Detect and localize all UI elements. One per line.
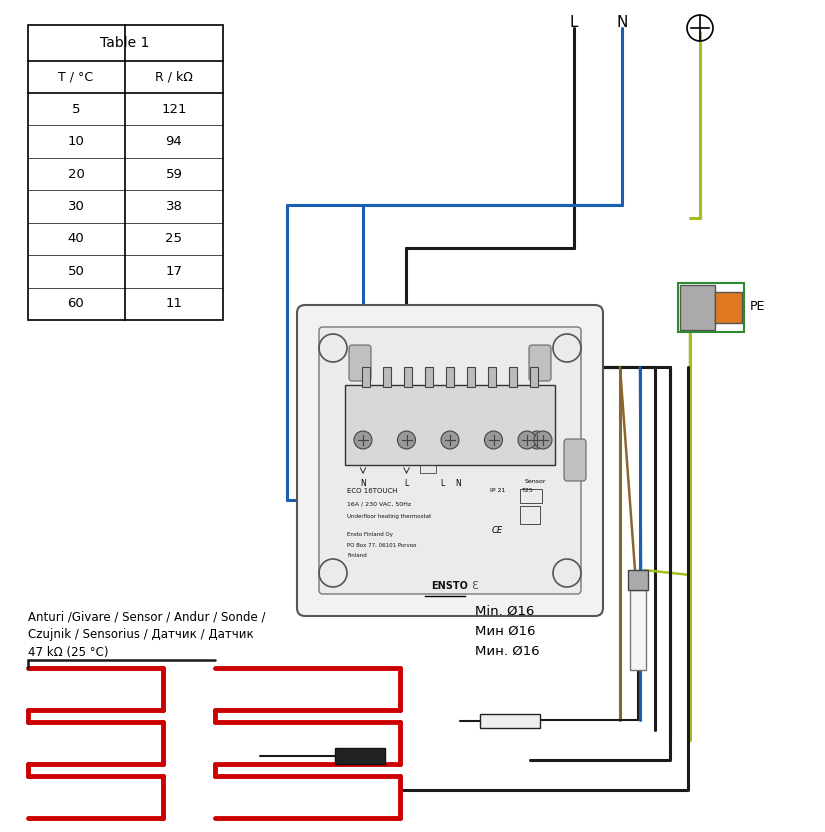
- Circle shape: [484, 431, 502, 449]
- Circle shape: [398, 431, 416, 449]
- Bar: [335, 748, 385, 764]
- Text: 5: 5: [72, 102, 80, 116]
- Bar: [488, 367, 496, 387]
- Bar: [345, 385, 555, 465]
- Text: 11: 11: [166, 297, 182, 310]
- Bar: [530, 367, 538, 387]
- Text: L: L: [570, 15, 578, 30]
- Text: Мин. Ø16: Мин. Ø16: [475, 645, 540, 658]
- Text: N: N: [616, 15, 628, 30]
- Text: Finland: Finland: [347, 553, 367, 558]
- Text: 121: 121: [161, 102, 186, 116]
- Circle shape: [518, 431, 536, 449]
- Circle shape: [441, 431, 459, 449]
- Bar: [520, 506, 540, 524]
- Text: 38: 38: [166, 200, 182, 213]
- Text: PO Box 77, 06101 Porvoo: PO Box 77, 06101 Porvoo: [347, 543, 417, 548]
- Bar: [404, 367, 412, 387]
- Text: ENSTO: ENSTO: [431, 581, 469, 591]
- Text: 59: 59: [166, 167, 182, 181]
- FancyBboxPatch shape: [349, 345, 371, 381]
- Bar: [420, 465, 436, 473]
- Text: 17: 17: [166, 265, 182, 278]
- Bar: [520, 489, 542, 503]
- Text: 60: 60: [68, 297, 84, 310]
- Text: Min. Ø16: Min. Ø16: [475, 605, 535, 618]
- Bar: [509, 367, 517, 387]
- Text: T / °C: T / °C: [59, 71, 93, 83]
- Text: R / kΩ: R / kΩ: [155, 71, 193, 83]
- Text: Mин Ø16: Mин Ø16: [475, 625, 535, 638]
- Text: Underfloor heating thermostat: Underfloor heating thermostat: [347, 514, 431, 519]
- Bar: [628, 570, 648, 590]
- Text: Ensto Finland Oy: Ensto Finland Oy: [347, 532, 393, 537]
- Text: ECO 16TOUCH: ECO 16TOUCH: [347, 488, 398, 494]
- Text: 47 kΩ (25 °C): 47 kΩ (25 °C): [28, 646, 109, 659]
- Text: Sensor: Sensor: [524, 479, 546, 484]
- FancyBboxPatch shape: [297, 305, 603, 616]
- Text: 16A / 230 VAC, 50Hz: 16A / 230 VAC, 50Hz: [347, 502, 411, 507]
- Text: L: L: [440, 479, 444, 488]
- Text: N: N: [455, 479, 461, 488]
- Bar: [383, 367, 391, 387]
- Bar: [362, 367, 370, 387]
- Text: 25: 25: [166, 232, 182, 245]
- Text: Table 1: Table 1: [101, 36, 149, 50]
- Text: ℇ: ℇ: [472, 581, 478, 591]
- Bar: [714, 292, 742, 324]
- Text: 94: 94: [166, 135, 182, 148]
- FancyBboxPatch shape: [529, 345, 551, 381]
- Circle shape: [534, 431, 552, 449]
- Text: 40: 40: [68, 232, 84, 245]
- Text: L: L: [404, 479, 408, 488]
- Circle shape: [354, 431, 372, 449]
- Bar: [630, 590, 646, 670]
- Bar: [446, 367, 454, 387]
- Circle shape: [528, 431, 546, 449]
- Text: 50: 50: [68, 265, 84, 278]
- Bar: [680, 285, 714, 330]
- Text: CE: CE: [492, 526, 503, 535]
- Text: T25: T25: [522, 488, 534, 493]
- Text: Anturi /Givare / Sensor / Andur / Sonde /: Anturi /Givare / Sensor / Andur / Sonde …: [28, 610, 266, 623]
- Text: 30: 30: [68, 200, 84, 213]
- Text: N: N: [361, 479, 365, 488]
- FancyBboxPatch shape: [319, 327, 581, 594]
- Bar: [467, 367, 475, 387]
- Text: 10: 10: [68, 135, 84, 148]
- Text: 20: 20: [68, 167, 84, 181]
- Bar: [678, 283, 744, 332]
- Bar: [425, 367, 433, 387]
- FancyBboxPatch shape: [564, 439, 586, 481]
- Bar: [480, 714, 540, 728]
- Text: PE: PE: [750, 300, 766, 314]
- Text: Czujnik / Sensorius / Датчик / Датчик: Czujnik / Sensorius / Датчик / Датчик: [28, 628, 254, 641]
- Text: IP 21: IP 21: [490, 488, 506, 493]
